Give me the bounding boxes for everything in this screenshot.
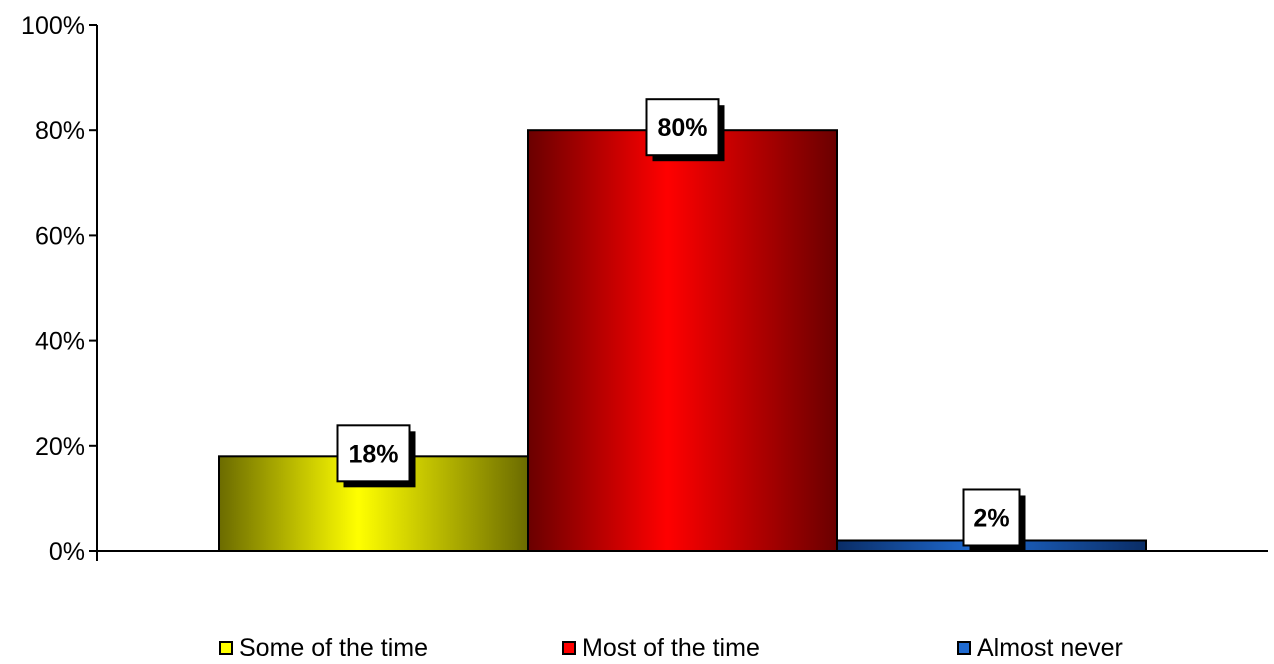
y-tick-label: 80% (35, 117, 85, 145)
bar-2 (527, 129, 838, 552)
data-labels-group: 18% 80% 2% (336, 98, 1026, 552)
legend-swatch-blue (957, 641, 971, 655)
axes-group: 0% 20% 40% 60% 80% 100% (21, 12, 1268, 566)
y-tick-label: 20% (35, 433, 85, 461)
legend-label: Almost never (977, 633, 1123, 662)
bars-group (218, 129, 1147, 553)
y-tick-label: 40% (35, 328, 85, 356)
y-tick-label: 60% (35, 222, 85, 250)
legend-swatch-yellow (219, 641, 233, 655)
svg-text:80%: 80% (657, 114, 707, 142)
legend-item-most-of-the-time: Most of the time (562, 633, 760, 663)
legend-item-almost-never: Almost never (957, 633, 1123, 663)
legend-label: Most of the time (582, 633, 760, 662)
data-label-3: 2% (962, 488, 1026, 552)
legend-item-some-of-the-time: Some of the time (219, 633, 428, 663)
legend-swatch-red (562, 641, 576, 655)
legend-label: Some of the time (239, 633, 428, 662)
svg-text:2%: 2% (973, 504, 1009, 532)
data-label-2: 80% (645, 98, 725, 162)
y-tick-label: 0% (49, 538, 85, 566)
data-label-1: 18% (336, 424, 416, 488)
svg-text:18%: 18% (348, 440, 398, 468)
y-tick-label: 100% (21, 12, 85, 40)
